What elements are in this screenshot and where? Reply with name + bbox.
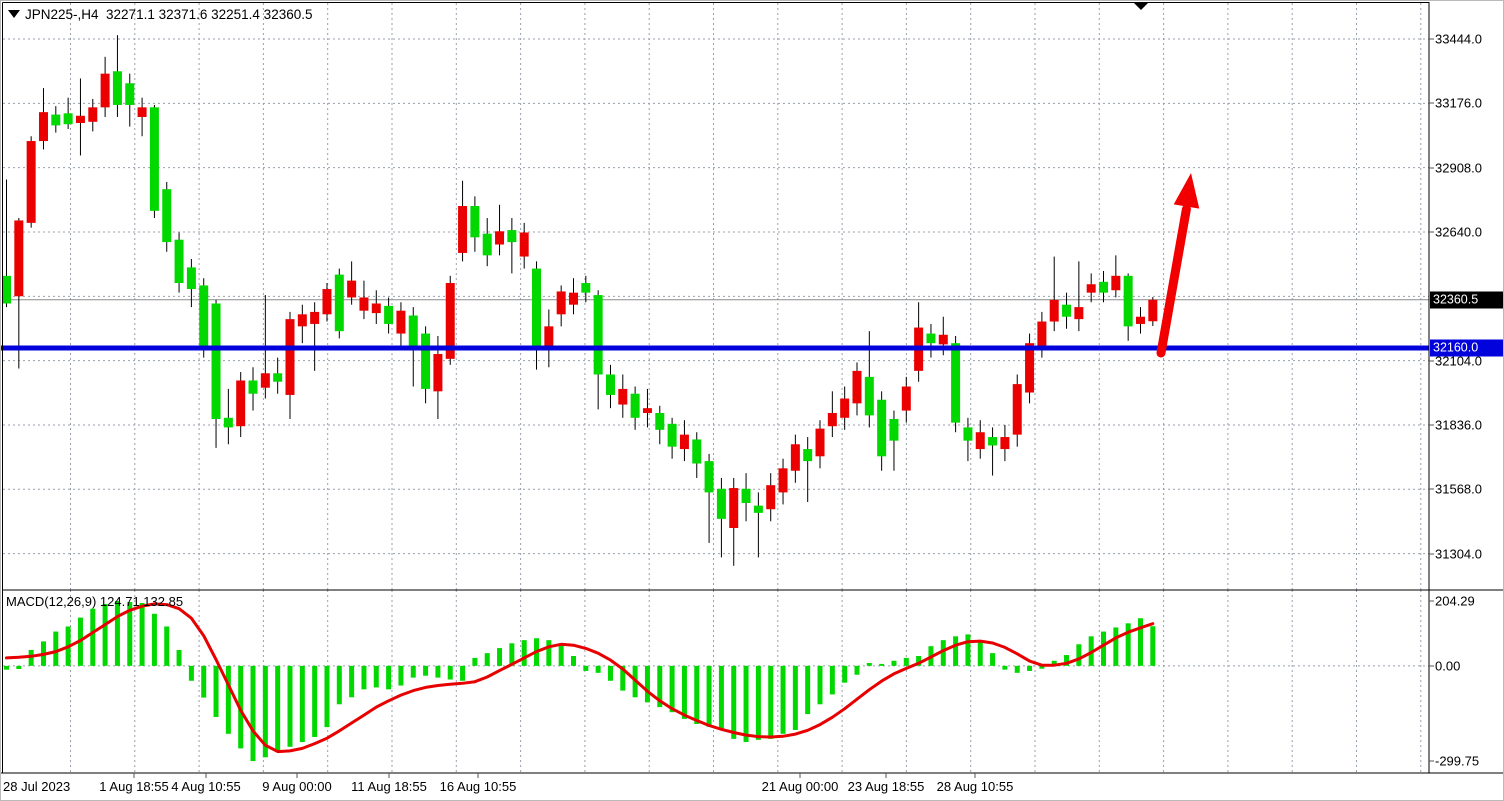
axis-ticks xyxy=(133,38,1434,778)
price-axis-label: 32908.0 xyxy=(1435,160,1482,176)
hline-price-badge: 32160.0 xyxy=(1430,339,1503,357)
time-axis-label: 1 Aug 18:55 xyxy=(99,779,169,794)
trend-arrow[interactable] xyxy=(1156,173,1200,358)
current-price-badge: 32360.5 xyxy=(1430,291,1503,309)
time-axis-label: 28 Jul 2023 xyxy=(3,779,71,794)
price-axis-label: 32640.0 xyxy=(1435,224,1482,240)
time-axis-label: 9 Aug 00:00 xyxy=(262,779,332,794)
time-axis-label: 16 Aug 10:55 xyxy=(439,779,517,794)
panel-borders xyxy=(1,2,1503,774)
macd-signal-line xyxy=(5,602,1155,754)
macd-axis-label: 0.00 xyxy=(1435,658,1461,674)
time-axis-label: 23 Aug 18:55 xyxy=(847,779,925,794)
price-axis-label: 31836.0 xyxy=(1435,417,1482,433)
chart-title-ohlc: JPN225-,H4 32271.1 32371.6 32251.4 32360… xyxy=(25,7,313,22)
price-axis-label: 33176.0 xyxy=(1435,95,1482,111)
time-axis-label: 4 Aug 10:55 xyxy=(171,779,241,794)
time-axis-label: 28 Aug 10:55 xyxy=(936,779,1014,794)
price-axis-label: 32104.0 xyxy=(1435,353,1482,369)
candles xyxy=(2,35,1158,566)
symbol-dropdown-icon[interactable] xyxy=(8,10,20,18)
price-axis-label: 33444.0 xyxy=(1435,31,1482,47)
price-axis-label: 31304.0 xyxy=(1435,546,1482,562)
price-axis-label: 31568.0 xyxy=(1435,481,1482,497)
scroll-end-marker[interactable] xyxy=(1134,3,1148,10)
macd-axis-label: 204.29 xyxy=(1435,593,1475,609)
macd-axis-label: -299.75 xyxy=(1435,753,1480,769)
gridlines xyxy=(3,3,1429,773)
macd-indicator-label: MACD(12,26,9) 124.71 132.85 xyxy=(6,594,184,609)
time-axis-label: 11 Aug 18:55 xyxy=(351,779,427,794)
time-axis-label: 21 Aug 00:00 xyxy=(761,779,839,794)
